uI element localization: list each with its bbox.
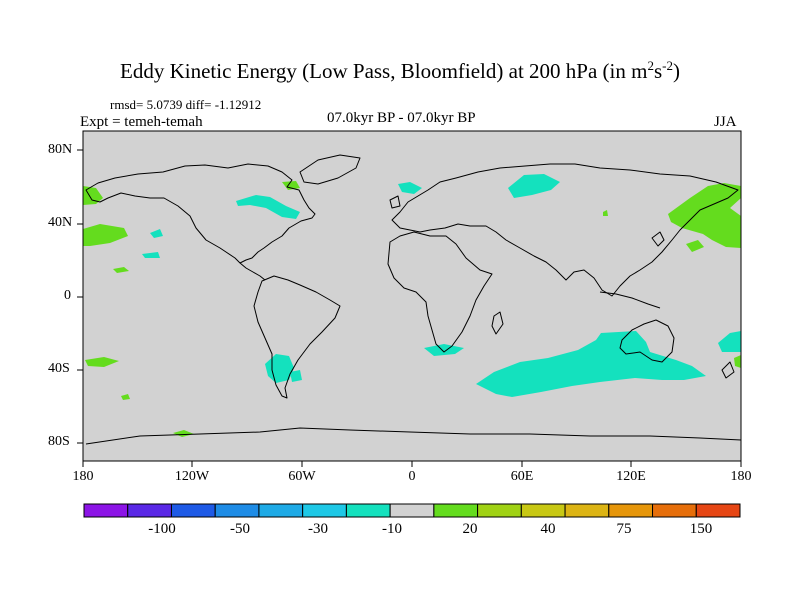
anomaly-patch [476,331,706,397]
africa-coast [387,231,493,353]
anomaly-patch [718,331,741,352]
central-america-coast [239,262,266,281]
colorbar-swatch [477,503,522,518]
lat-tick-label: 80N [48,142,73,157]
japan-coast [651,231,665,247]
colorbar-swatch [170,503,216,518]
anomaly-patch [150,229,163,238]
colorbar-swatch [127,503,172,518]
colorbar-swatch [345,503,391,518]
map-background [83,131,741,461]
anomaly-patch [686,240,704,252]
colorbar-label: 75 [616,521,632,537]
north-america-coast [85,163,316,264]
lon-tick-label: 180 [72,469,94,484]
anomaly-patch [83,224,128,246]
colorbar-swatch [608,503,654,518]
anomaly-patch [398,182,422,194]
coastlines [85,154,742,445]
greenland-coast [299,154,361,185]
anomaly-patch [113,267,129,273]
colorbar-swatch [520,503,566,518]
anomaly-patch [424,344,464,356]
new-zealand-coast [721,361,735,379]
chart-title: Eddy Kinetic Energy (Low Pass, Bloomfiel… [120,58,680,83]
anomaly-patch [508,174,560,198]
colorbar-swatch [433,503,479,518]
anomaly-patch [236,195,300,219]
lat-tick-label: 0 [64,288,71,303]
colorbar-label: -50 [230,521,250,537]
colorbar-swatch [214,503,260,518]
lat-tick-label: 40N [48,215,73,230]
lat-tick-label: 80S [48,434,70,449]
anomaly-patch [142,252,160,258]
colorbar-label: -10 [382,521,402,537]
british-isles-coast [389,195,401,209]
lat-ticks [77,149,83,444]
stats-label: rmsd= 5.0739 diff= -1.12912 [110,97,262,112]
colorbar-swatch [695,503,741,518]
indonesia-coast [599,291,661,309]
colorbar-swatch [83,503,129,518]
anomaly-patch [121,394,130,400]
lon-tick-label: 120E [616,469,646,484]
anomaly-patch [83,186,103,205]
colorbar [83,503,741,518]
colorbar-swatch [652,503,697,518]
eurasia-coast [391,163,739,297]
colorbar-label: -100 [148,521,176,537]
australia-coast [619,319,675,363]
lon-tick-label: 60E [510,469,534,484]
colorbar-label: 40 [540,521,556,537]
positive-anomaly-regions [83,181,741,437]
colorbar-swatch [564,503,610,518]
south-america-coast [253,275,341,399]
colorbar-swatch [258,503,304,518]
negative-anomaly-regions [142,174,741,397]
madagascar-coast [491,311,504,335]
lon-tick-label: 180 [730,469,752,484]
colorbar-label: 20 [462,521,478,537]
colorbar-label: 150 [689,521,713,537]
lon-tick-label: 60W [288,469,316,484]
antarctica-coast [85,427,742,445]
anomaly-patch [668,183,741,248]
lat-tick-label: 40S [48,361,70,376]
colorbar-swatch [389,503,435,518]
period-label: 07.0kyr BP - 07.0kyr BP [327,110,476,126]
anomaly-patch [282,181,300,190]
anomaly-patch [85,357,119,367]
anomaly-patch [173,430,194,437]
season-label: JJA [714,114,737,130]
colorbar-label: -30 [308,521,328,537]
anomaly-patch [603,210,608,216]
lon-tick-label: 120W [174,469,210,484]
anomaly-patch [290,370,302,382]
anomaly-patch [734,355,741,368]
experiment-label: Expt = temeh-temah [80,114,203,130]
lon-ticks [82,461,742,467]
lon-tick-label: 0 [408,469,416,484]
colorbar-swatch [302,503,347,518]
